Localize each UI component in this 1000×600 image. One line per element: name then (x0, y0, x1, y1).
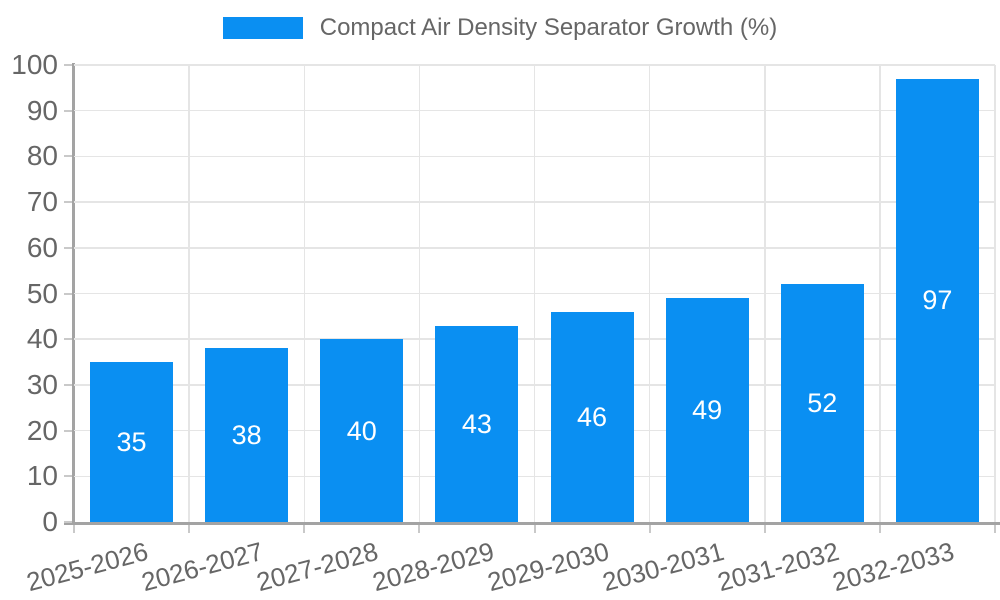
bar-2032-2033: 97 (895, 78, 979, 522)
bar-2028-2029: 43 (435, 325, 519, 522)
y-axis-label: 0 (42, 506, 58, 537)
y-axis-tick (64, 64, 72, 66)
bar-2026-2027: 38 (205, 348, 289, 522)
bar-value-label: 52 (807, 388, 838, 419)
y-axis-label: 40 (26, 323, 58, 355)
y-axis-label: 90 (26, 94, 58, 126)
chart-legend[interactable]: Compact Air Density Separator Growth (%) (0, 13, 1000, 43)
x-axis-tick (763, 524, 766, 533)
y-axis-label: 70 (26, 186, 58, 218)
legend-swatch-icon (222, 17, 303, 39)
gridline-vertical (418, 65, 421, 522)
y-axis-tick (64, 292, 72, 295)
gridline-vertical (188, 65, 190, 522)
y-axis-tick (64, 246, 72, 249)
y-axis-label: 80 (26, 140, 58, 172)
gridline-vertical (303, 65, 305, 522)
y-axis-tick (64, 429, 72, 432)
bar-value-label: 46 (577, 401, 608, 432)
x-axis-tick (303, 524, 306, 533)
gridline-vertical (648, 65, 651, 522)
bar-2030-2031: 49 (665, 298, 749, 522)
x-axis-tick (418, 524, 421, 533)
x-axis-label-2027-2028: 2027-2028 (253, 536, 382, 598)
y-axis-label: 20 (26, 414, 58, 446)
bar-2027-2028: 40 (320, 339, 404, 522)
y-axis-label: 100 (11, 49, 58, 80)
x-axis-label-2029-2030: 2029-2030 (483, 536, 612, 598)
gridline-vertical (764, 65, 766, 522)
x-axis-labels: 2025-2026 2026-2027 2027-2028 2028-2029 2029… (0, 536, 1000, 600)
x-axis-tick (73, 524, 75, 533)
bar-2025-2026: 35 (90, 362, 174, 522)
y-axis-tick (64, 383, 72, 386)
bar-2029-2030: 46 (550, 311, 634, 522)
x-axis-label-2025-2026: 2025-2026 (23, 536, 152, 598)
x-axis-label-2028-2029: 2028-2029 (368, 536, 497, 598)
bar-value-label: 97 (922, 285, 953, 316)
x-axis-label-2026-2027: 2026-2027 (138, 536, 267, 598)
y-axis-label: 60 (26, 231, 58, 263)
y-axis-label: 30 (26, 368, 58, 400)
gridline-vertical (879, 65, 881, 522)
bar-value-label: 40 (346, 415, 377, 446)
gridline-vertical (533, 65, 536, 522)
x-axis-label-2031-2032: 2031-2032 (714, 536, 843, 598)
x-axis-tick (648, 524, 651, 533)
y-axis-tick (64, 338, 72, 341)
bar-value-label: 49 (692, 395, 723, 426)
bar-value-label: 38 (231, 420, 262, 451)
y-axis-line (72, 63, 75, 524)
x-axis-tick (188, 524, 191, 533)
gridline-vertical (994, 65, 996, 522)
x-axis-label-2032-2033: 2032-2033 (829, 536, 958, 598)
x-axis-tick (878, 524, 881, 533)
y-axis-tick (64, 155, 72, 158)
y-axis-tick (64, 201, 72, 204)
x-axis-tick (994, 524, 996, 533)
y-axis-tick (64, 521, 72, 523)
x-axis-label-2030-2031: 2030-2031 (599, 536, 727, 598)
legend-label: Compact Air Density Separator Growth (%) (319, 14, 778, 41)
x-axis-tick (533, 524, 536, 533)
plot-area: 35 38 40 43 46 49 52 97 (64, 63, 1000, 533)
bar-value-label: 43 (461, 408, 492, 439)
y-axis-tick (64, 475, 72, 478)
y-axis-label: 50 (26, 277, 58, 309)
x-axis-line (64, 522, 1000, 525)
bar-value-label: 35 (116, 427, 147, 458)
bar-2031-2032: 52 (780, 284, 864, 522)
y-axis-label: 10 (26, 460, 58, 492)
y-axis-tick (64, 109, 72, 112)
